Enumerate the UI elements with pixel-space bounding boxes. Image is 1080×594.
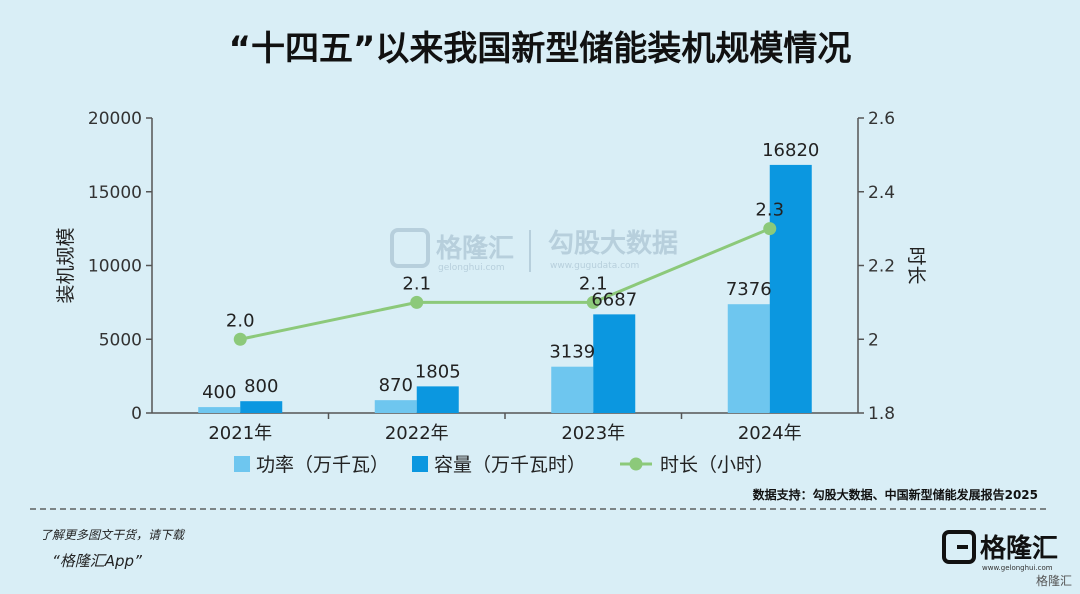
watermark-logo-icon [390, 228, 430, 268]
axes: 0 5000 10000 15000 20000 1.8 2 2.2 2.4 2.6 2021年 20… [55, 109, 927, 444]
duration-value-label: 2.1 [579, 273, 608, 294]
left-tick-label: 10000 [88, 257, 142, 277]
watermark-right-sub: www.gugudata.com [550, 261, 639, 271]
promo-line-1: 了解更多图文干货，请下载 [40, 528, 186, 542]
x-tick-label: 2024年 [738, 423, 802, 444]
legend-label: 容量（万千瓦时） [434, 454, 586, 476]
duration-value-label: 2.3 [755, 200, 784, 221]
duration-series-line [239, 227, 771, 341]
bar-capacity [240, 401, 283, 413]
left-tick-label: 15000 [88, 183, 142, 203]
right-tick-label: 1.8 [868, 404, 895, 424]
watermark-right-text: 勾股大数据 [548, 229, 678, 259]
bar-value-label: 7376 [726, 279, 772, 300]
x-tick-label: 2022年 [385, 423, 449, 444]
left-tick-label: 5000 [99, 330, 142, 350]
duration-line [233, 222, 777, 346]
promo-line-2: “格隆汇App” [52, 552, 142, 570]
legend-label: 功率（万千瓦） [256, 454, 389, 476]
bars [198, 164, 812, 413]
duration-point [586, 295, 600, 309]
watermark-left-text: 格隆汇 [436, 233, 514, 264]
left-tick-label: 20000 [88, 109, 142, 129]
brand-logo-sub: www.gelonghui.com [982, 564, 1053, 572]
page-title: “十四五”以来我国新型储能装机规模情况 [229, 29, 852, 69]
bar-capacity [416, 386, 459, 413]
watermark: 格隆汇 gelonghui.com 勾股大数据 www.gugudata.com [390, 228, 678, 273]
brand-logo-name: 格隆汇 [980, 533, 1058, 564]
legend-swatch-point [629, 457, 643, 471]
data-labels: 400 870 3139 7376 800 1805 6687 16820 2.0 2.1 2.1 2… [202, 140, 819, 403]
corner-watermark: 格隆汇 [1036, 573, 1072, 588]
legend: 功率（万千瓦） 容量（万千瓦时） 时长（小时） [234, 454, 774, 476]
bar-value-label: 16820 [762, 140, 819, 161]
brand-logo-icon [942, 530, 976, 564]
right-tick-label: 2.6 [868, 109, 895, 129]
bar-value-label: 870 [379, 375, 413, 396]
y-axis-title: 装机规模 [55, 227, 77, 303]
bar-power [374, 400, 417, 413]
duration-point [410, 295, 424, 309]
legend-swatch [234, 456, 250, 472]
source-note: 数据支持：勾股大数据、中国新型储能发展报告2025 [753, 487, 1038, 502]
duration-point [233, 332, 247, 346]
left-tick-label: 0 [131, 404, 142, 424]
bar-value-label: 400 [202, 382, 236, 403]
bar-capacity [769, 164, 812, 413]
right-tick-label: 2.4 [868, 183, 895, 203]
bar-value-label: 3139 [549, 342, 595, 363]
brand-logo: 格隆汇 www.gelonghui.com [942, 530, 1058, 572]
right-tick-label: 2 [868, 330, 879, 350]
bar-power [198, 407, 241, 413]
watermark-left-sub: gelonghui.com [438, 263, 505, 273]
bar-value-label: 6687 [591, 289, 637, 310]
legend-swatch [412, 456, 428, 472]
x-tick-label: 2021年 [208, 423, 272, 444]
x-tick-label: 2023年 [561, 423, 625, 444]
bar-power [727, 304, 770, 413]
bar-value-label: 800 [244, 376, 278, 397]
duration-value-label: 2.0 [226, 310, 255, 331]
bar-capacity [593, 314, 636, 413]
y2-axis-title: 时长 [905, 246, 927, 284]
right-tick-label: 2.2 [868, 257, 895, 277]
duration-value-label: 2.1 [402, 273, 431, 294]
bar-power [551, 366, 594, 413]
bar-value-label: 1805 [415, 361, 461, 382]
duration-point [763, 222, 777, 236]
legend-label: 时长（小时） [660, 454, 774, 476]
